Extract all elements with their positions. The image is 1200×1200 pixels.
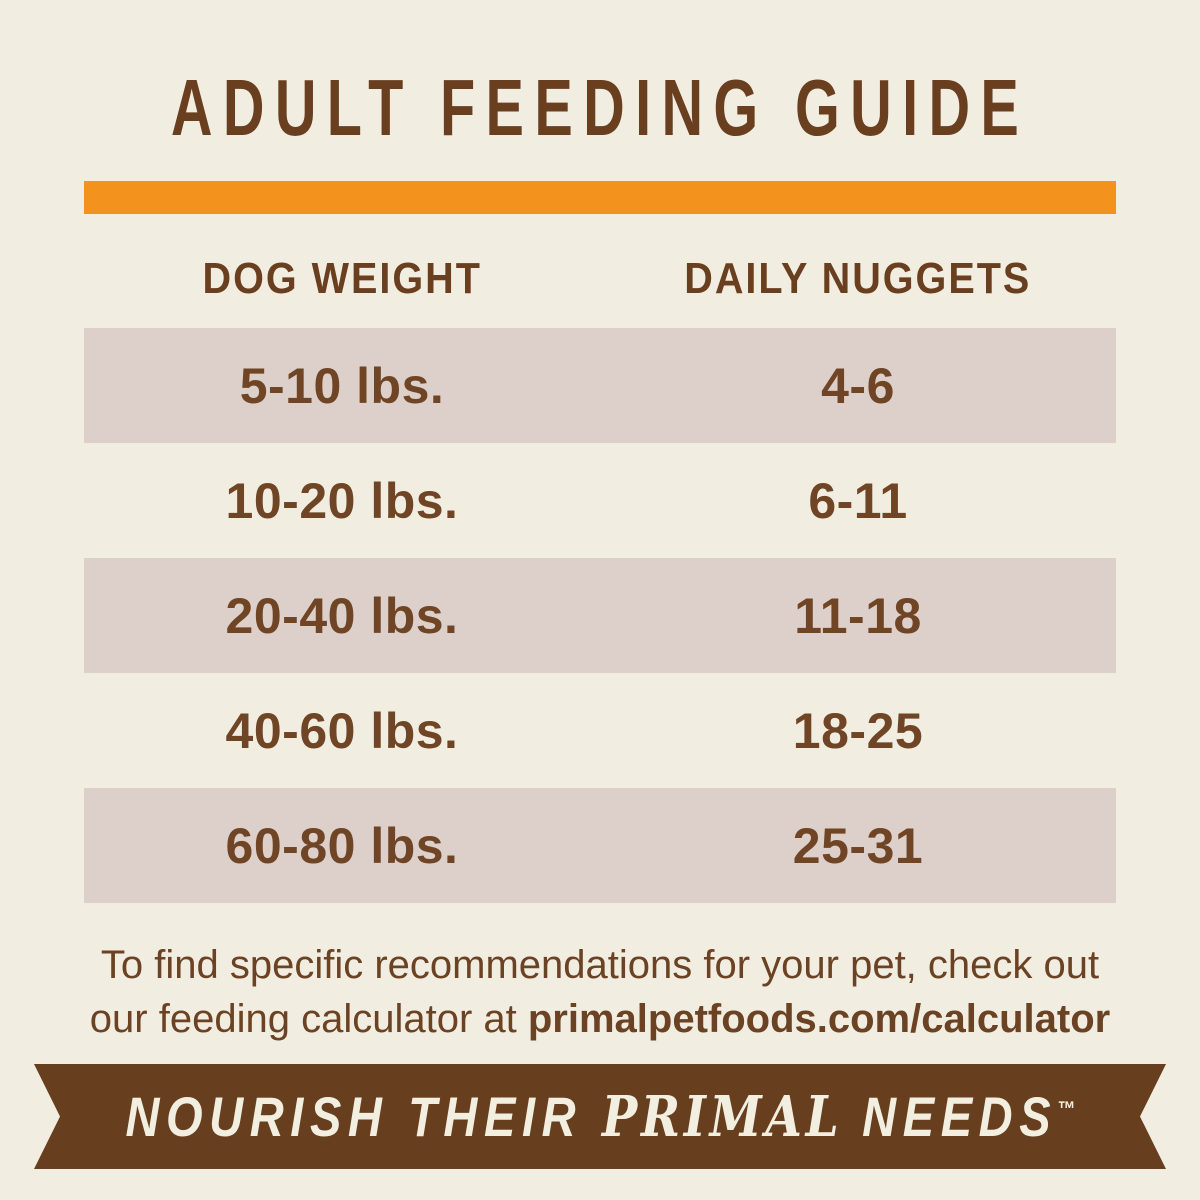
table-row: 60-80 lbs. 25-31 (84, 788, 1116, 903)
accent-divider-bar (84, 181, 1116, 214)
page-title-text: ADULT FEEDING GUIDE (170, 63, 1030, 152)
nuggets-cell: 6-11 (808, 472, 908, 529)
trademark-symbol: ™ (1056, 1096, 1075, 1121)
weight-cell: 20-40 lbs. (225, 587, 459, 644)
nuggets-cell: 18-25 (792, 702, 924, 759)
table-header-row: DOG WEIGHT DAILY NUGGETS (84, 248, 1116, 310)
column-header-dog-weight: DOG WEIGHT (202, 254, 482, 303)
tagline-prefix: NOURISH THEIR (125, 1084, 602, 1148)
page-title: ADULT FEEDING GUIDE (0, 62, 1200, 154)
nuggets-cell: 25-31 (792, 817, 924, 874)
calculator-note: To find specific recommendations for you… (0, 938, 1200, 1046)
calculator-note-line1: To find specific recommendations for you… (100, 943, 1100, 987)
weight-cell: 10-20 lbs. (225, 472, 459, 529)
weight-cell: 5-10 lbs. (239, 357, 445, 414)
calculator-note-line2: our feeding calculator at primalpetfoods… (0, 992, 1200, 1046)
table-row: 20-40 lbs. 11-18 (84, 558, 1116, 673)
table-row: 10-20 lbs. 6-11 (84, 443, 1116, 558)
table-row: 5-10 lbs. 4-6 (84, 328, 1116, 443)
weight-cell: 40-60 lbs. (225, 702, 459, 759)
weight-cell: 60-80 lbs. (225, 817, 459, 874)
nuggets-cell: 4-6 (821, 357, 895, 414)
column-header-daily-nuggets: DAILY NUGGETS (684, 254, 1032, 303)
nuggets-cell: 11-18 (794, 587, 922, 644)
feeding-table: 5-10 lbs. 4-6 10-20 lbs. 6-11 20-40 lbs.… (84, 328, 1116, 903)
calculator-url: primalpetfoods.com/calculator (527, 997, 1111, 1041)
calculator-note-line2-prefix: our feeding calculator at (89, 997, 528, 1041)
table-row: 40-60 lbs. 18-25 (84, 673, 1116, 788)
tagline-text: NOURISH THEIR PRIMAL NEEDS™ (125, 1084, 1075, 1150)
tagline-ribbon: NOURISH THEIR PRIMAL NEEDS™ (34, 1064, 1166, 1169)
tagline-suffix: NEEDS (842, 1084, 1057, 1148)
brand-name: PRIMAL (601, 1083, 843, 1150)
